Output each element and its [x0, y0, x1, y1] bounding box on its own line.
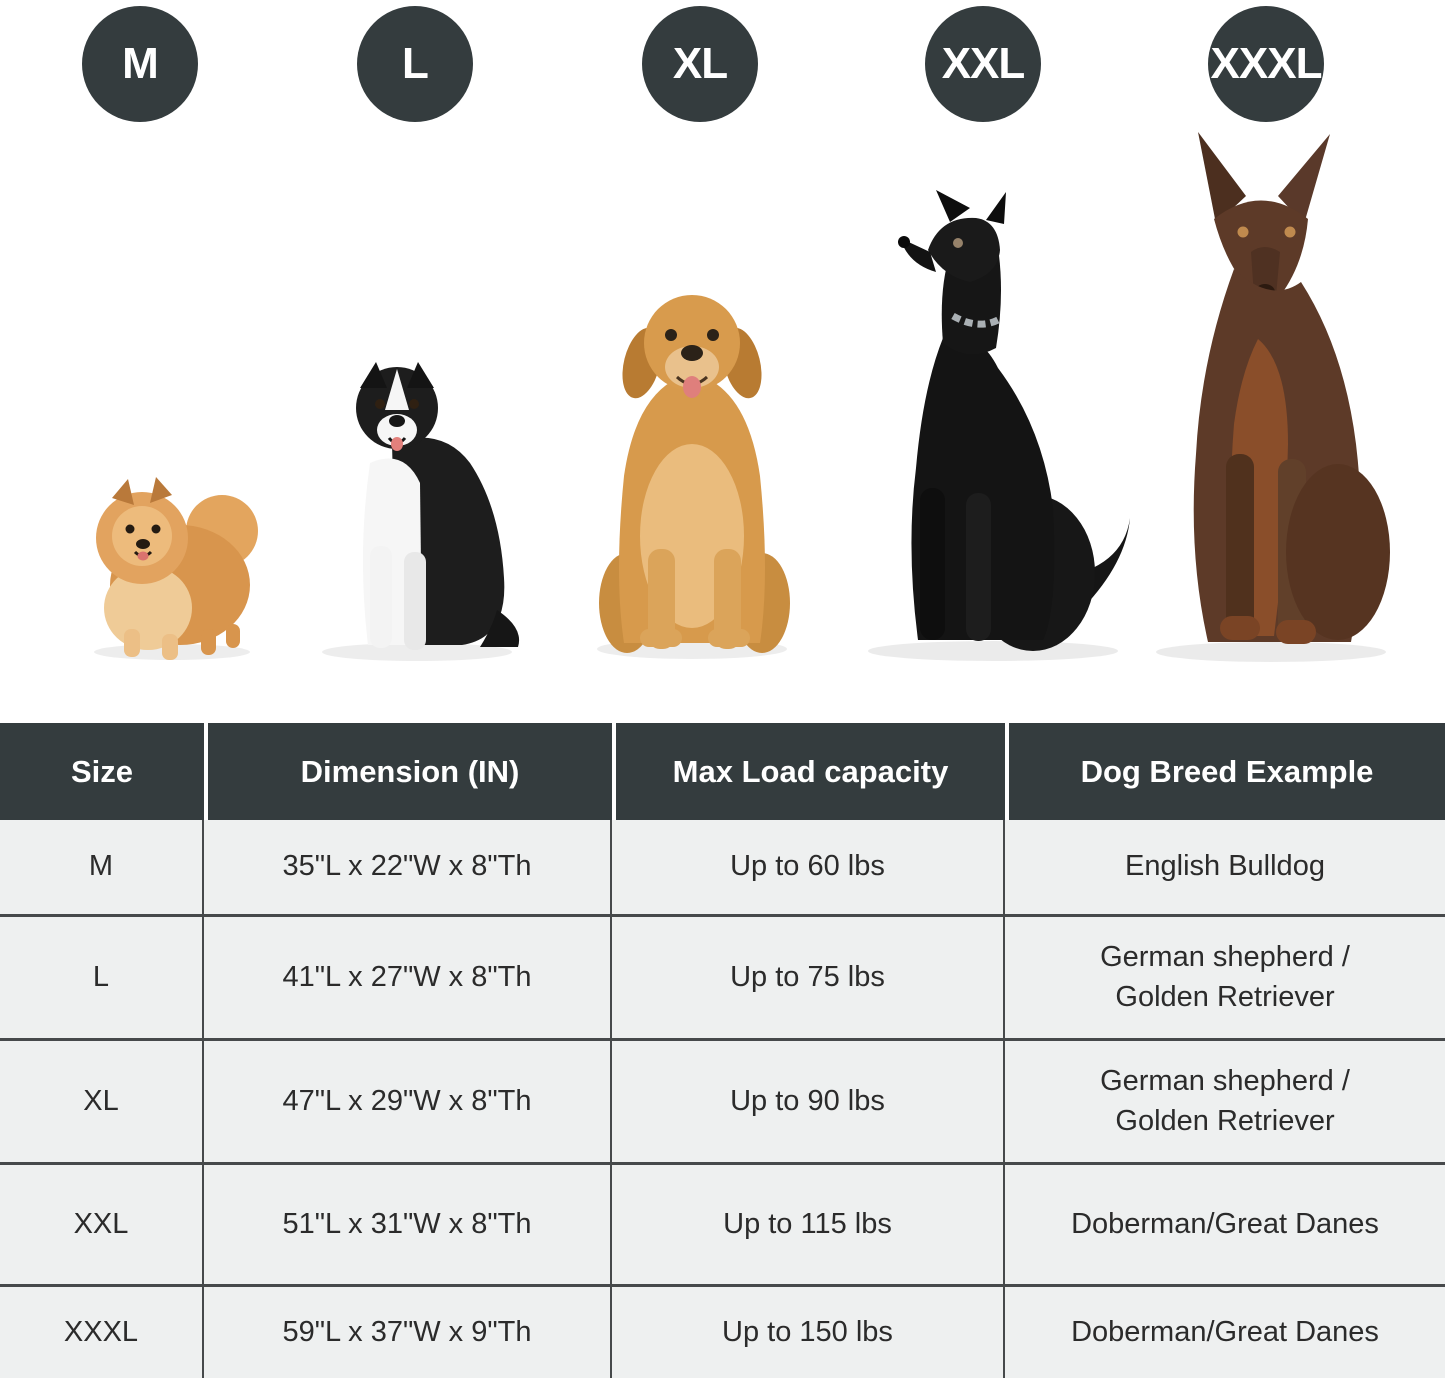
table-row-xl: XL 47"L x 29"W x 8"Th Up to 90 lbs Germa…	[0, 1041, 1445, 1165]
dog-photo-doberman	[1146, 124, 1396, 664]
cell-breed: German shepherd / Golden Retriever	[1005, 1041, 1445, 1162]
cell-dimension: 51"L x 31"W x 8"Th	[204, 1165, 612, 1284]
dog-photo-border-collie	[312, 348, 527, 663]
size-badge-label: L	[402, 39, 429, 88]
table-row-l: L 41"L x 27"W x 8"Th Up to 75 lbs German…	[0, 917, 1445, 1041]
cell-dimension: 35"L x 22"W x 8"Th	[204, 820, 612, 914]
cell-breed: English Bulldog	[1005, 820, 1445, 914]
cell-size: L	[0, 917, 204, 1038]
cell-capacity: Up to 90 lbs	[612, 1041, 1005, 1162]
header-dimension: Dimension (IN)	[204, 723, 612, 820]
breed-line-2: Golden Retriever	[1115, 980, 1335, 1013]
cell-dimension: 59"L x 37"W x 9"Th	[204, 1287, 612, 1378]
size-badge-label: XXL	[941, 39, 1026, 88]
size-badge-label: M	[122, 39, 159, 88]
cell-breed: Doberman/Great Danes	[1005, 1165, 1445, 1284]
breed-line-2: Golden Retriever	[1115, 1104, 1335, 1137]
golden-retriever-illustration	[597, 295, 790, 659]
dog-photo-pomeranian	[80, 443, 265, 663]
cell-size: XXXL	[0, 1287, 204, 1378]
cell-size: XXL	[0, 1165, 204, 1284]
size-badge-xxl: XXL	[925, 6, 1041, 122]
cell-breed: German shepherd / Golden Retriever	[1005, 917, 1445, 1038]
cell-size: M	[0, 820, 204, 914]
table-row-xxl: XXL 51"L x 31"W x 8"Th Up to 115 lbs Dob…	[0, 1165, 1445, 1287]
size-spec-table: Size Dimension (IN) Max Load capacity Do…	[0, 723, 1445, 1378]
size-badge-xxxl: XXXL	[1208, 6, 1324, 122]
cell-capacity: Up to 60 lbs	[612, 820, 1005, 914]
breed-line-1: English Bulldog	[1125, 850, 1325, 883]
size-badge-m: M	[82, 6, 198, 122]
dog-photo-golden-retriever	[592, 281, 797, 661]
cell-capacity: Up to 75 lbs	[612, 917, 1005, 1038]
cell-dimension: 47"L x 29"W x 8"Th	[204, 1041, 612, 1162]
header-capacity: Max Load capacity	[612, 723, 1005, 820]
cell-dimension: 41"L x 27"W x 8"Th	[204, 917, 612, 1038]
header-breed: Dog Breed Example	[1005, 723, 1445, 820]
table-row-m: M 35"L x 22"W x 8"Th Up to 60 lbs Englis…	[0, 820, 1445, 917]
size-badge-label: XXXL	[1210, 39, 1323, 88]
header-size: Size	[0, 723, 204, 820]
table-row-xxxl: XXXL 59"L x 37"W x 9"Th Up to 150 lbs Do…	[0, 1287, 1445, 1378]
cell-size: XL	[0, 1041, 204, 1162]
border-collie-illustration	[322, 362, 520, 661]
cell-breed: Doberman/Great Danes	[1005, 1287, 1445, 1378]
pomeranian-illustration	[94, 477, 258, 660]
cell-capacity: Up to 115 lbs	[612, 1165, 1005, 1284]
breed-line-1: German shepherd /	[1100, 1065, 1350, 1098]
breed-line-1: German shepherd /	[1100, 941, 1350, 974]
great-dane-illustration	[868, 190, 1130, 661]
doberman-illustration	[1156, 132, 1390, 662]
table-header-row: Size Dimension (IN) Max Load capacity Do…	[0, 723, 1445, 820]
dog-photo-great-dane	[858, 188, 1133, 663]
breed-line-1: Doberman/Great Danes	[1071, 1315, 1379, 1348]
size-badge-xl: XL	[642, 6, 758, 122]
breed-line-1: Doberman/Great Danes	[1071, 1207, 1379, 1240]
size-badge-l: L	[357, 6, 473, 122]
cell-capacity: Up to 150 lbs	[612, 1287, 1005, 1378]
size-badge-label: XL	[672, 39, 728, 88]
